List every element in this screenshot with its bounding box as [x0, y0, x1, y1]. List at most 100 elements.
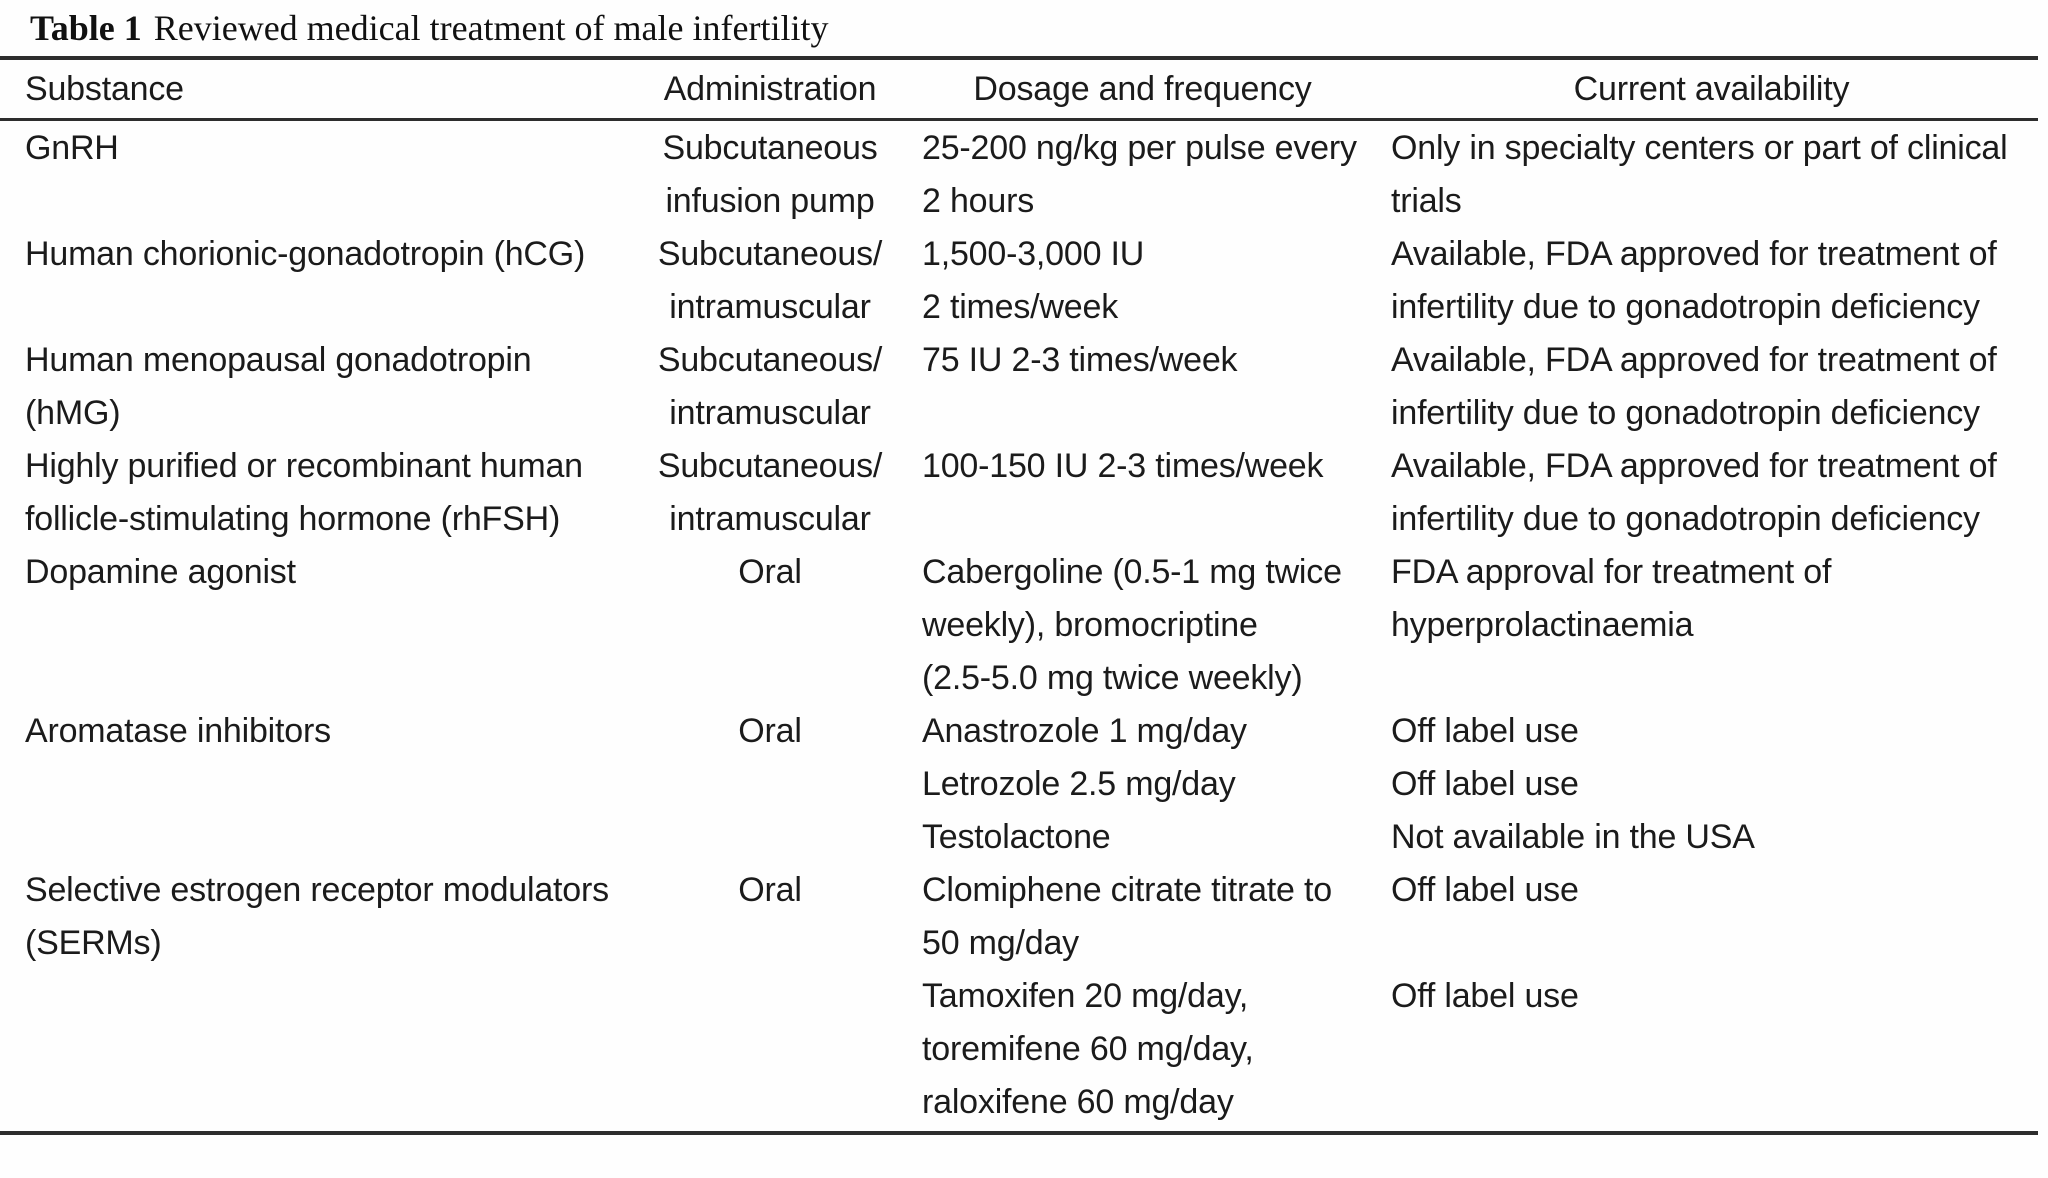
substance-cell-line: Selective estrogen receptor modulators — [25, 871, 609, 909]
dosage-cell-line: 25-200 ng/kg per pulse every — [922, 129, 1357, 167]
dosage-cell-line: 100-150 IU 2-3 times/week — [922, 447, 1324, 485]
substance-cell: Dopamine agonist — [0, 546, 640, 705]
substance-cell-line: Dopamine agonist — [25, 553, 296, 591]
dosage-cell-line: 50 mg/day — [922, 924, 1079, 962]
column-header-administration: Administration — [663, 69, 877, 108]
availability-cell-line: Off label use — [1391, 765, 1579, 803]
administration-cell-line: Oral — [738, 712, 802, 750]
administration-cell: Oral — [640, 546, 900, 705]
availability-cell: Only in specialty centers or part of cli… — [1385, 122, 2038, 228]
administration-cell-line: intramuscular — [669, 394, 871, 432]
availability-cell: FDA approval for treatment of hyperprola… — [1385, 546, 2038, 705]
dosage-cell-line: (2.5-5.0 mg twice weekly) — [922, 659, 1303, 697]
dosage-cell-line: Letrozole 2.5 mg/day — [922, 765, 1236, 803]
administration-cell-line: Subcutaneous/ — [657, 341, 883, 379]
substance-cell: Human chorionic-gonadotropin (hCG) — [0, 228, 640, 334]
substance-cell: Selective estrogen receptor modulators (… — [0, 864, 640, 1129]
dosage-cell-line: 75 IU 2-3 times/week — [922, 341, 1238, 379]
administration-cell: Oral — [640, 864, 900, 1129]
administration-cell: Oral — [640, 705, 900, 864]
table-row: Dopamine agonist Oral Cabergoline (0.5-1… — [0, 546, 2038, 705]
column-header-dosage: Dosage and frequency — [973, 69, 1312, 108]
administration-cell: Subcutaneous infusion pump — [640, 122, 900, 228]
availability-cell-line: Off label use — [1391, 712, 1579, 750]
administration-cell-line: Oral — [738, 553, 802, 591]
administration-cell-line: intramuscular — [669, 288, 871, 326]
dosage-cell: Cabergoline (0.5-1 mg twice weekly), bro… — [900, 546, 1385, 705]
availability-cell-line: trials — [1391, 182, 1462, 220]
table-number-label: Table 1 — [30, 8, 142, 48]
substance-cell-line: Human menopausal gonadotropin — [25, 341, 532, 379]
table-row: Aromatase inhibitors Oral Anastrozole 1 … — [0, 705, 2038, 864]
column-header-substance: Substance — [25, 69, 184, 108]
availability-cell-line: infertility due to gonadotropin deficien… — [1391, 288, 1980, 326]
table-title-text: Reviewed medical treatment of male infer… — [153, 8, 829, 48]
availability-cell-line: FDA approval for treatment of — [1391, 553, 1832, 591]
substance-cell-line: follicle-stimulating hormone (rhFSH) — [25, 500, 561, 538]
availability-cell-line: Only in specialty centers or part of cli… — [1391, 129, 2008, 167]
availability-cell: Available, FDA approved for treatment of… — [1385, 334, 2038, 440]
dosage-cell-line: Testolactone — [922, 818, 1111, 856]
substance-cell: Aromatase inhibitors — [0, 705, 640, 864]
availability-cell-line: Available, FDA approved for treatment of — [1391, 235, 1997, 273]
dosage-cell-line: 1,500-3,000 IU — [922, 235, 1145, 273]
administration-cell-line: infusion pump — [665, 182, 875, 220]
table-row: Human menopausal gonadotropin (hMG) Subc… — [0, 334, 2038, 440]
table-row: Highly purified or recombinant human fol… — [0, 440, 2038, 546]
table-body: GnRH Subcutaneous infusion pump 25-200 n… — [0, 121, 2038, 1131]
substance-cell: GnRH — [0, 122, 640, 228]
availability-cell: Available, FDA approved for treatment of… — [1385, 228, 2038, 334]
dosage-cell-line: weekly), bromocriptine — [922, 606, 1258, 644]
table-row: Human chorionic-gonadotropin (hCG) Subcu… — [0, 228, 2038, 334]
availability-cell-line: Available, FDA approved for treatment of — [1391, 341, 1997, 379]
administration-cell: Subcutaneous/ intramuscular — [640, 228, 900, 334]
availability-cell-line: infertility due to gonadotropin deficien… — [1391, 394, 1980, 432]
administration-cell: Subcutaneous/ intramuscular — [640, 440, 900, 546]
administration-cell-line: Subcutaneous — [662, 129, 878, 167]
substance-cell-line: (SERMs) — [25, 924, 162, 962]
substance-cell-line: GnRH — [25, 129, 119, 167]
dosage-cell-line: raloxifene 60 mg/day — [922, 1083, 1234, 1121]
administration-cell-line: Subcutaneous/ — [657, 447, 883, 485]
availability-cell-line: Available, FDA approved for treatment of — [1391, 447, 1997, 485]
substance-cell-line: Human chorionic-gonadotropin (hCG) — [25, 235, 586, 273]
dosage-cell-line: Anastrozole 1 mg/day — [922, 712, 1247, 750]
availability-cell-line: Off label use — [1391, 977, 1579, 1015]
dosage-cell: Clomiphene citrate titrate to 50 mg/day … — [900, 864, 1385, 1129]
dosage-cell-line: 2 hours — [922, 182, 1035, 220]
substance-cell: Human menopausal gonadotropin (hMG) — [0, 334, 640, 440]
dosage-cell: 1,500-3,000 IU 2 times/week — [900, 228, 1385, 334]
table-row: GnRH Subcutaneous infusion pump 25-200 n… — [0, 122, 2038, 228]
dosage-cell-line: Cabergoline (0.5-1 mg twice — [922, 553, 1342, 591]
availability-cell-line: infertility due to gonadotropin deficien… — [1391, 500, 1980, 538]
dosage-cell: Anastrozole 1 mg/day Letrozole 2.5 mg/da… — [900, 705, 1385, 864]
dosage-cell-line: toremifene 60 mg/day, — [922, 1030, 1254, 1068]
availability-cell: Available, FDA approved for treatment of… — [1385, 440, 2038, 546]
dosage-cell-line: Clomiphene citrate titrate to — [922, 871, 1332, 909]
availability-cell-line: Not available in the USA — [1391, 818, 1755, 856]
treatment-table: Substance Administration Dosage and freq… — [0, 56, 2038, 1135]
substance-cell-line: Aromatase inhibitors — [25, 712, 331, 750]
dosage-cell-line: 2 times/week — [922, 288, 1119, 326]
availability-cell-line: Off label use — [1391, 871, 1579, 909]
availability-cell-line: hyperprolactinaemia — [1391, 606, 1694, 644]
substance-cell: Highly purified or recombinant human fol… — [0, 440, 640, 546]
column-header-availability: Current availability — [1573, 69, 1850, 108]
dosage-cell: 25-200 ng/kg per pulse every 2 hours — [900, 122, 1385, 228]
availability-cell-line — [1391, 917, 2038, 970]
administration-cell-line: Subcutaneous/ — [657, 235, 883, 273]
availability-cell: Off label use Off label use Not availabl… — [1385, 705, 2038, 864]
substance-cell-line: Highly purified or recombinant human — [25, 447, 583, 485]
administration-cell-line: intramuscular — [669, 500, 871, 538]
table-row: Selective estrogen receptor modulators (… — [0, 864, 2038, 1129]
table-title: Table 1 Reviewed medical treatment of ma… — [0, 0, 2048, 56]
availability-cell: Off label use Off label use — [1385, 864, 2038, 1129]
administration-cell: Subcutaneous/ intramuscular — [640, 334, 900, 440]
dosage-cell: 75 IU 2-3 times/week — [900, 334, 1385, 440]
dosage-cell-line: Tamoxifen 20 mg/day, — [922, 977, 1249, 1015]
dosage-cell: 100-150 IU 2-3 times/week — [900, 440, 1385, 546]
substance-cell-line: (hMG) — [25, 394, 121, 432]
table-header-row: Substance Administration Dosage and freq… — [0, 60, 2038, 121]
administration-cell-line: Oral — [738, 871, 802, 909]
